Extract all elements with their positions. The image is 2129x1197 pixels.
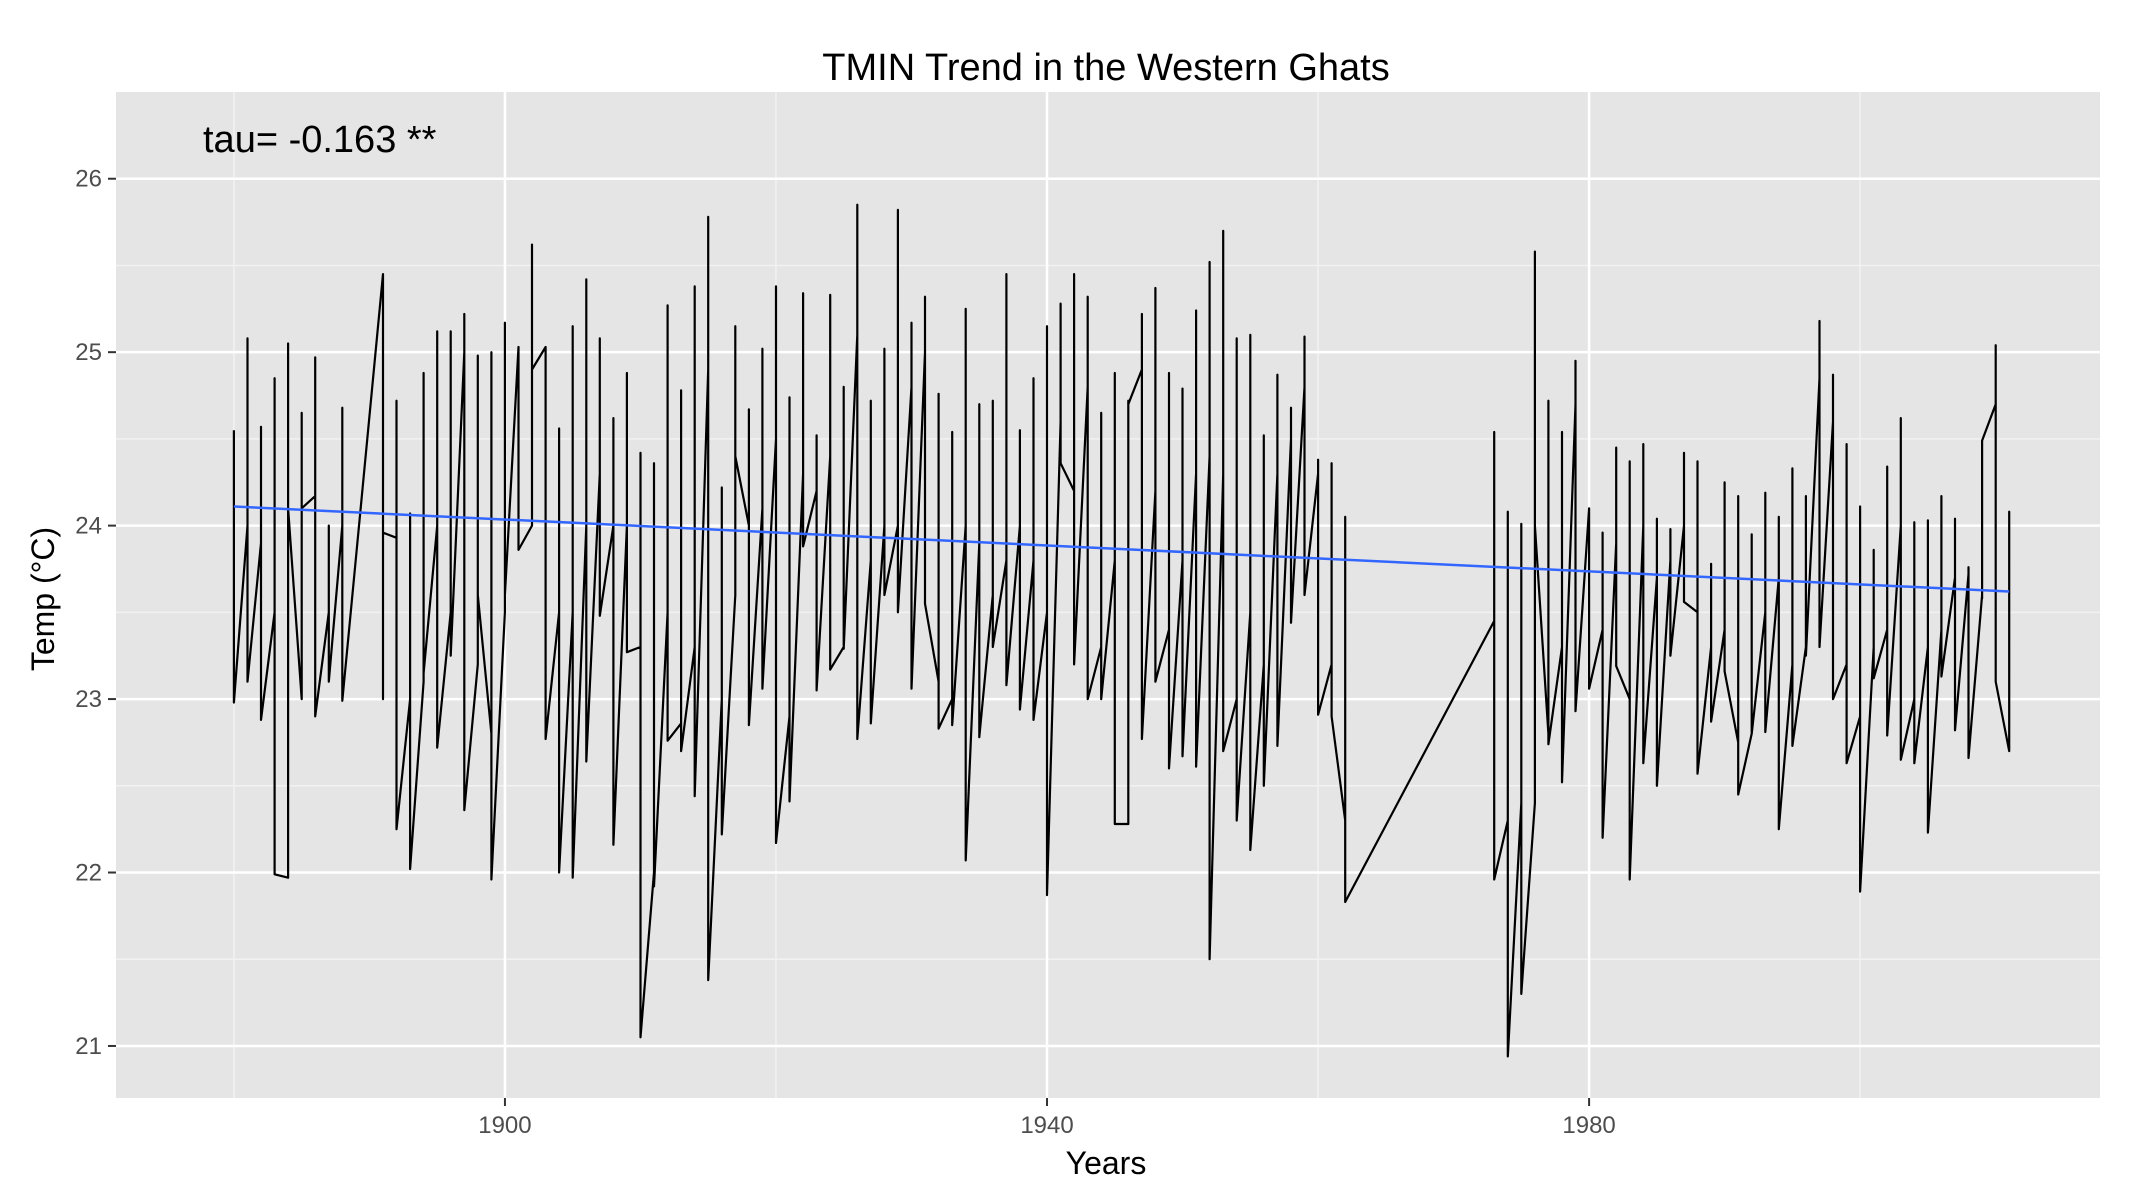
plot-panel — [116, 92, 2100, 1098]
panel-background — [116, 92, 2100, 1098]
y-axis-title: Temp (°C) — [25, 527, 61, 671]
series-layer — [232, 203, 2011, 1058]
x-tick-label: 1900 — [478, 1112, 531, 1139]
y-tick-label: 23 — [75, 686, 102, 713]
trend-line — [233, 505, 2010, 593]
y-tick-label: 22 — [75, 860, 102, 887]
tau-annotation: tau= -0.163 ** — [203, 119, 437, 161]
y-tick-label: 26 — [75, 166, 102, 193]
trend-layer — [233, 505, 2010, 593]
y-axis: 21 22 23 24 25 26 — [75, 166, 116, 1060]
series-line-0 — [232, 203, 2011, 1058]
x-tick-label: 1980 — [1562, 1112, 1615, 1139]
y-tick-label: 21 — [75, 1033, 102, 1060]
y-tick-label: 25 — [75, 339, 102, 366]
x-axis-title: Years — [1066, 1145, 1147, 1181]
x-tick-label: 1940 — [1020, 1112, 1073, 1139]
x-axis: 1900 1940 1980 — [478, 1098, 1616, 1139]
chart-title: TMIN Trend in the Western Ghats — [822, 47, 1389, 89]
y-tick-label: 24 — [75, 513, 102, 540]
